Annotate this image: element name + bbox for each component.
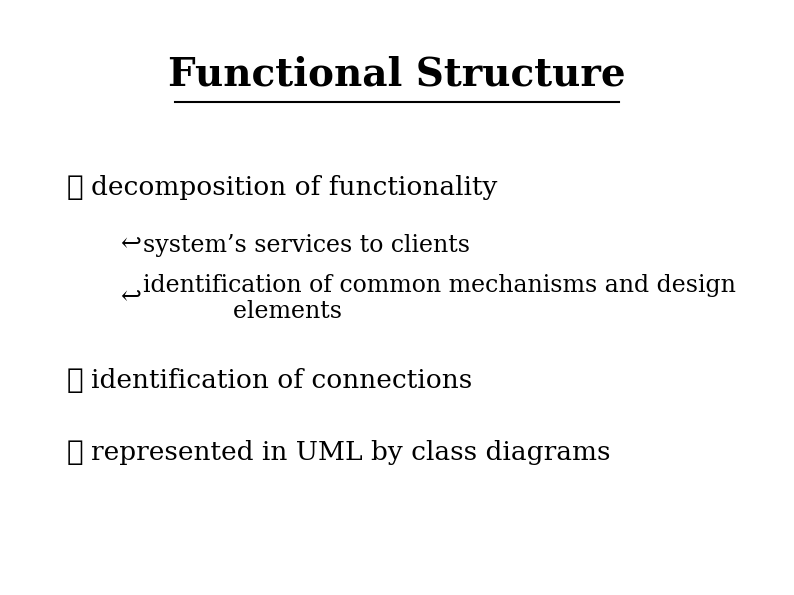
Text: ↩: ↩: [121, 234, 141, 256]
Text: system’s services to clients: system’s services to clients: [143, 234, 470, 256]
Text: decomposition of functionality: decomposition of functionality: [91, 175, 498, 200]
Text: ✂: ✂: [67, 367, 83, 394]
Text: represented in UML by class diagrams: represented in UML by class diagrams: [91, 440, 611, 465]
Text: Functional Structure: Functional Structure: [168, 55, 626, 93]
Text: ↩: ↩: [121, 287, 141, 310]
Text: ✂: ✂: [67, 439, 83, 466]
Text: identification of common mechanisms and design
            elements: identification of common mechanisms and …: [143, 274, 736, 324]
Text: ✂: ✂: [67, 174, 83, 201]
Text: identification of connections: identification of connections: [91, 368, 472, 393]
